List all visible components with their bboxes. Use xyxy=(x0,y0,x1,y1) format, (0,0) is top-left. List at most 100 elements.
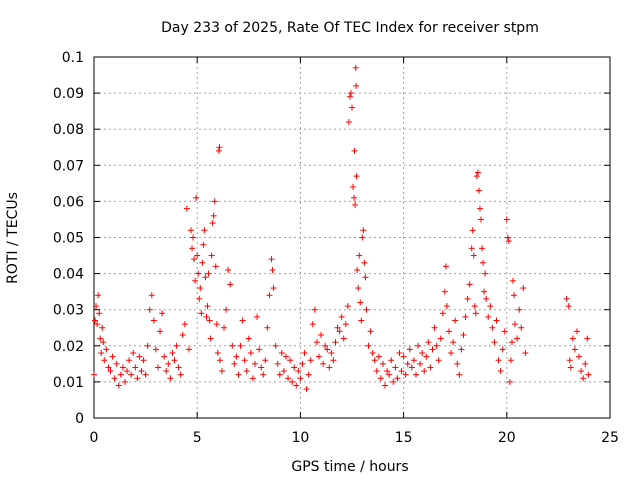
data-point xyxy=(223,306,230,313)
data-point xyxy=(504,234,511,241)
data-point xyxy=(211,198,218,205)
data-point xyxy=(388,357,395,364)
data-point xyxy=(394,375,401,382)
data-point xyxy=(212,263,219,270)
data-point xyxy=(478,216,484,223)
grid xyxy=(94,57,610,418)
data-point xyxy=(270,285,277,292)
data-point xyxy=(357,299,364,306)
data-point xyxy=(194,252,201,259)
data-point xyxy=(471,303,478,310)
data-point xyxy=(442,263,449,270)
data-point xyxy=(205,270,212,277)
data-point xyxy=(96,310,103,317)
data-point xyxy=(231,360,238,367)
data-point xyxy=(576,353,583,360)
data-point xyxy=(119,364,126,371)
data-point xyxy=(518,324,525,331)
data-point xyxy=(243,368,250,375)
data-point xyxy=(190,234,197,241)
data-point xyxy=(159,310,166,317)
data-point xyxy=(264,324,271,331)
data-point xyxy=(235,371,242,378)
data-point xyxy=(266,292,273,299)
data-point xyxy=(295,368,302,375)
data-point xyxy=(402,371,409,378)
data-point xyxy=(140,357,147,364)
y-axis-label: ROTI / TECUs xyxy=(5,192,21,284)
data-point xyxy=(315,353,322,360)
data-point xyxy=(427,364,434,371)
data-point xyxy=(342,321,349,328)
data-point xyxy=(406,346,413,353)
data-point xyxy=(338,313,345,320)
data-point xyxy=(563,295,570,302)
data-point xyxy=(367,328,374,335)
data-point xyxy=(269,266,276,273)
data-point xyxy=(360,227,367,234)
data-point xyxy=(229,342,236,349)
data-point xyxy=(218,368,225,375)
x-axis-label: GPS time / hours xyxy=(291,459,408,475)
y-tick-label: 0.07 xyxy=(53,158,84,174)
data-point xyxy=(134,375,141,382)
data-point xyxy=(193,194,200,201)
data-point xyxy=(585,371,592,378)
data-point xyxy=(454,360,461,367)
data-point xyxy=(318,331,325,338)
data-point xyxy=(245,335,252,342)
data-point xyxy=(324,346,331,353)
data-point xyxy=(408,364,415,371)
data-point xyxy=(452,317,459,324)
data-point xyxy=(199,259,206,266)
data-point xyxy=(157,328,164,335)
y-tick-label: 0.04 xyxy=(53,267,84,283)
data-point xyxy=(113,360,120,367)
data-point xyxy=(201,227,208,234)
data-point xyxy=(470,252,477,259)
data-point xyxy=(195,270,202,277)
data-point xyxy=(254,313,261,320)
data-point xyxy=(287,357,294,364)
data-point xyxy=(165,360,172,367)
data-point xyxy=(475,187,482,194)
data-point xyxy=(354,266,361,273)
data-point xyxy=(171,357,178,364)
data-point xyxy=(95,292,102,299)
plot-border xyxy=(93,56,611,419)
data-point xyxy=(183,205,190,212)
data-point xyxy=(107,368,114,375)
data-point xyxy=(503,216,510,223)
data-point xyxy=(347,90,354,97)
data-point xyxy=(282,353,289,360)
data-point xyxy=(352,64,359,71)
data-point xyxy=(289,378,296,385)
data-point xyxy=(396,350,403,357)
data-point xyxy=(473,173,480,180)
data-point xyxy=(400,353,407,360)
data-point xyxy=(301,350,308,357)
data-point xyxy=(361,259,368,266)
data-point xyxy=(582,360,589,367)
y-tick-label: 0 xyxy=(75,411,84,427)
data-point xyxy=(446,328,453,335)
chart-title: Day 233 of 2025, Rate Of TEC Index for r… xyxy=(161,20,539,36)
data-point xyxy=(567,364,574,371)
data-point xyxy=(181,321,188,328)
data-point xyxy=(382,382,389,389)
y-tick-label: 0.1 xyxy=(62,50,84,66)
data-point xyxy=(216,357,223,364)
data-point xyxy=(351,194,358,201)
y-tick-label: 0.01 xyxy=(53,375,84,391)
data-point xyxy=(373,368,380,375)
data-point xyxy=(353,82,360,89)
y-tick-label: 0.08 xyxy=(53,122,84,138)
data-point xyxy=(505,238,512,245)
data-point xyxy=(369,350,376,357)
data-point xyxy=(482,270,489,277)
data-point xyxy=(421,368,428,375)
data-point xyxy=(221,324,228,331)
data-point xyxy=(462,313,469,320)
data-point xyxy=(417,360,424,367)
data-point xyxy=(485,313,492,320)
